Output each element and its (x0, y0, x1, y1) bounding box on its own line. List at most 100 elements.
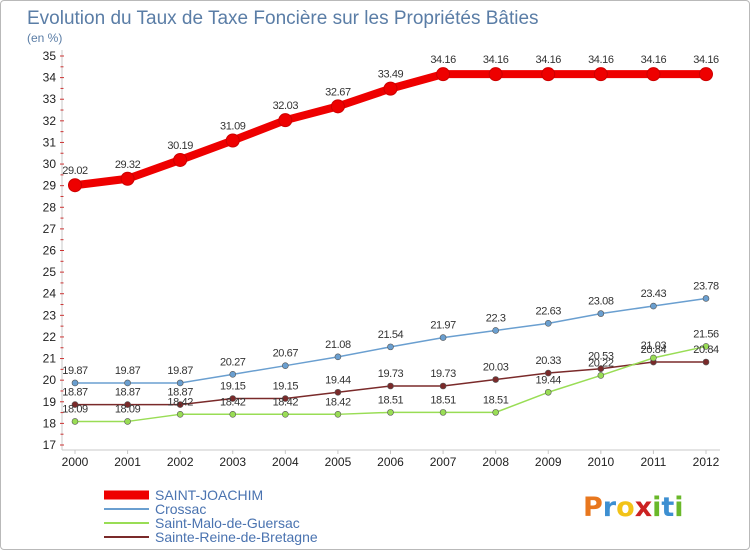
series-point-2 (492, 409, 499, 416)
series-point-0 (646, 67, 661, 82)
series-point-0 (593, 67, 608, 82)
data-label: 21.56 (693, 328, 719, 340)
chart-series (68, 67, 713, 425)
data-label: 18.51 (430, 394, 456, 406)
data-label: 21.54 (378, 329, 404, 341)
chart-axes: 17 18 19 20 21 22 23 24 25 26 27 28 29 30 31 32 33 34 35 20… (43, 49, 720, 469)
chart-title: Evolution du Taux de Taxe Foncière sur l… (27, 8, 539, 29)
series-point-1 (124, 379, 131, 387)
series-point-1 (282, 362, 289, 369)
data-label: 20.33 (535, 355, 561, 367)
data-label: 34.16 (483, 54, 509, 66)
series-point-0 (488, 67, 503, 82)
data-label: 19.87 (115, 365, 141, 377)
x-tick-label: 2001 (114, 455, 141, 469)
y-tick-label: 32 (43, 114, 57, 128)
chart-legend: SAINT-JOACHIMCrossacSaint-Malo-de-Guersa… (104, 487, 318, 545)
series-point-1 (334, 353, 342, 361)
data-label: 22.3 (486, 312, 506, 324)
series-point-0 (330, 99, 345, 114)
series-point-2 (124, 418, 131, 425)
logo-letter: i (652, 492, 661, 523)
legend-label: Saint-Malo-de-Guersac (155, 515, 300, 531)
series-point-2 (176, 411, 184, 418)
series-point-3 (597, 365, 605, 373)
series-point-2 (650, 354, 657, 362)
series-point-1 (176, 379, 184, 387)
y-tick-label: 22 (43, 330, 57, 344)
chart-data-labels: 29.02 29.32 30.19 31.09 32.03 32.67 33.49 34.16… (62, 54, 719, 415)
series-point-2 (334, 411, 342, 418)
series-point-2 (229, 411, 237, 418)
y-tick-label: 25 (43, 265, 57, 279)
data-label: 33.49 (378, 69, 404, 81)
data-label: 19.87 (62, 365, 88, 377)
series-point-0 (120, 171, 135, 186)
data-label: 34.16 (535, 54, 561, 66)
series-point-3 (544, 369, 552, 377)
x-tick-label: 2002 (167, 455, 194, 469)
data-label: 18.51 (483, 394, 509, 406)
y-tick-label: 27 (43, 222, 57, 236)
series-point-1 (439, 334, 447, 341)
y-tick-label: 33 (43, 92, 57, 106)
logo-letter: P (583, 492, 603, 523)
y-tick-label: 28 (43, 200, 57, 214)
series-point-3 (282, 395, 289, 402)
data-label: 18.87 (62, 387, 88, 399)
data-label: 21.08 (325, 339, 351, 351)
y-tick-label: 19 (43, 395, 57, 409)
series-point-2 (282, 411, 289, 418)
series-point-2 (71, 418, 79, 425)
data-label: 20.27 (220, 356, 246, 368)
x-tick-label: 2007 (430, 455, 457, 469)
data-label: 18.87 (115, 387, 141, 399)
series-point-3 (71, 401, 79, 408)
data-label: 20.53 (588, 351, 614, 363)
logo-letter: x (635, 492, 652, 523)
series-point-0 (699, 67, 713, 82)
data-label: 34.16 (430, 54, 456, 66)
data-label: 32.03 (273, 100, 299, 112)
x-tick-label: 2003 (219, 455, 246, 469)
data-label: 18.09 (62, 403, 88, 415)
data-label: 18.42 (325, 396, 351, 408)
y-tick-label: 35 (43, 49, 57, 63)
y-tick-label: 29 (43, 179, 57, 193)
y-tick-label: 18 (43, 416, 57, 430)
series-point-3 (334, 388, 342, 396)
data-label: 18.42 (167, 396, 193, 408)
series-point-2 (439, 409, 447, 416)
data-label: 32.67 (325, 86, 351, 98)
data-label: 20.67 (273, 348, 299, 360)
y-tick-label: 20 (43, 373, 57, 387)
series-point-2 (387, 409, 394, 416)
y-tick-label: 26 (43, 244, 57, 258)
series-point-1 (544, 320, 552, 327)
x-tick-label: 2012 (693, 455, 720, 469)
data-label: 30.19 (167, 140, 193, 152)
logo-letter: i (674, 492, 683, 523)
series-point-3 (176, 401, 184, 408)
series-point-0 (225, 133, 240, 148)
y-tick-label: 30 (43, 157, 57, 171)
data-label: 18.42 (273, 396, 299, 408)
series-point-3 (492, 376, 499, 383)
y-tick-label: 34 (43, 71, 57, 85)
x-tick-label: 2005 (325, 455, 352, 469)
data-label: 29.32 (115, 159, 141, 171)
series-point-0 (541, 67, 556, 82)
x-tick-label: 2009 (535, 455, 562, 469)
data-label: 21.03 (641, 340, 667, 352)
data-label: 23.43 (641, 288, 667, 300)
y-tick-label: 24 (43, 287, 57, 301)
data-label: 18.42 (220, 396, 246, 408)
logo-letter: t (661, 492, 674, 523)
legend-label: Crossac (155, 501, 206, 517)
series-point-3 (229, 395, 237, 402)
data-label: 23.78 (693, 280, 719, 292)
y-tick-label: 31 (43, 135, 57, 149)
x-tick-label: 2011 (641, 455, 667, 469)
series-point-3 (439, 382, 447, 390)
series-point-3 (702, 358, 710, 366)
